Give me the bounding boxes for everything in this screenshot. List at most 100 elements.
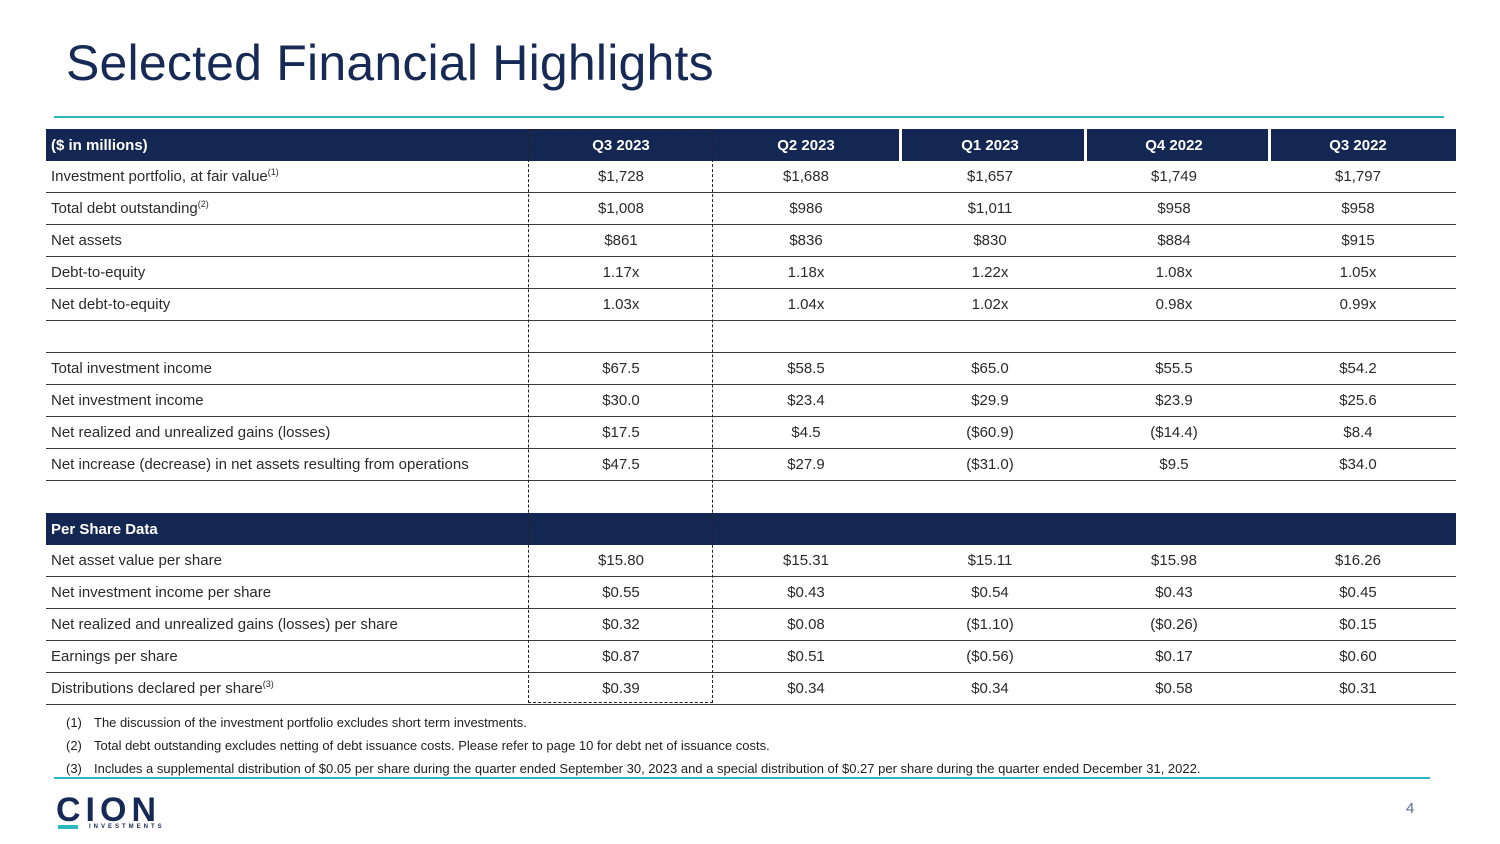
value-cell: ($0.56) bbox=[966, 648, 1014, 665]
row-label-text: Net realized and unrealized gains (losse… bbox=[51, 616, 398, 633]
value-cell: $1,749 bbox=[1151, 168, 1197, 185]
value-cell: $8.4 bbox=[1343, 424, 1373, 441]
value-cell: $23.4 bbox=[787, 392, 825, 409]
footnote-ref: (1) bbox=[267, 167, 279, 177]
row-label: Net asset value per share bbox=[46, 552, 528, 569]
row-label: Total debt outstanding(2) bbox=[46, 200, 528, 218]
value-cell: ($0.26) bbox=[1150, 616, 1198, 633]
value-cell: $0.39 bbox=[602, 680, 640, 697]
footnote-ref: (3) bbox=[262, 679, 274, 689]
value-cell: $1,011 bbox=[967, 200, 1013, 217]
value-cell: $958 bbox=[1341, 200, 1375, 217]
table-row: Net debt-to-equity 1.03x 1.04x 1.02x 0.98x 0.… bbox=[46, 289, 1456, 321]
value-cell: $0.34 bbox=[971, 680, 1009, 697]
per-share-section-header: Per Share Data bbox=[46, 513, 1456, 545]
value-cell: $54.2 bbox=[1339, 360, 1377, 377]
value-cell: $861 bbox=[604, 232, 638, 249]
value-cell: $34.0 bbox=[1339, 456, 1377, 473]
row-label: Earnings per share bbox=[46, 648, 528, 665]
value-cell: ($60.9) bbox=[966, 424, 1014, 441]
financial-highlights-table: ($ in millions) Q3 2023 Q2 2023 Q1 2023 … bbox=[46, 129, 1456, 705]
table-row: Net realized and unrealized gains (losse… bbox=[46, 609, 1456, 641]
row-label: Net debt-to-equity bbox=[46, 296, 528, 313]
value-cell: $0.17 bbox=[1155, 648, 1193, 665]
highlight-box-bottom bbox=[528, 702, 713, 703]
value-cell: 1.03x bbox=[602, 296, 640, 313]
row-label-text: Debt-to-equity bbox=[51, 264, 146, 281]
footnote: (2) Total debt outstanding excludes netti… bbox=[66, 734, 1200, 757]
value-cell: 1.18x bbox=[787, 264, 825, 281]
section-label: Per Share Data bbox=[51, 520, 158, 538]
row-label-text: Net realized and unrealized gains (losse… bbox=[51, 424, 331, 441]
value-cell: 1.17x bbox=[602, 264, 640, 281]
header-separator bbox=[899, 129, 902, 161]
row-label-text: Net investment income bbox=[51, 392, 204, 409]
header-separator bbox=[1268, 129, 1271, 161]
row-label-text: Distributions declared per share bbox=[51, 680, 263, 697]
header-col-q3-2022: Q3 2022 bbox=[1329, 136, 1387, 154]
value-cell: ($1.10) bbox=[966, 616, 1014, 633]
value-cell: $15.11 bbox=[967, 552, 1013, 569]
value-cell: $1,008 bbox=[598, 200, 644, 217]
table-row: Debt-to-equity 1.17x 1.18x 1.22x 1.08x 1.05x bbox=[46, 257, 1456, 289]
header-col-q2-2023: Q2 2023 bbox=[777, 136, 835, 154]
value-cell: ($31.0) bbox=[966, 456, 1014, 473]
footnote-text: Includes a supplemental distribution of … bbox=[94, 761, 1201, 776]
header-col-q4-2022: Q4 2022 bbox=[1145, 136, 1203, 154]
value-cell: $0.32 bbox=[602, 616, 640, 633]
value-cell: $15.98 bbox=[1151, 552, 1197, 569]
highlight-box-top bbox=[528, 129, 713, 130]
value-cell: $16.26 bbox=[1335, 552, 1381, 569]
value-cell: $1,688 bbox=[783, 168, 829, 185]
value-cell: $0.55 bbox=[602, 584, 640, 601]
row-label-text: Net investment income per share bbox=[51, 584, 272, 601]
table-row: Distributions declared per share(3) $0.39… bbox=[46, 673, 1456, 705]
table-row: Investment portfolio, at fair value(1) $1… bbox=[46, 161, 1456, 193]
header-col-q3-2023: Q3 2023 bbox=[592, 136, 650, 154]
row-label-text: Total investment income bbox=[51, 360, 212, 377]
header-col-q1-2023: Q1 2023 bbox=[961, 136, 1019, 154]
value-cell: $47.5 bbox=[602, 456, 640, 473]
value-cell: 1.22x bbox=[971, 264, 1009, 281]
value-cell: $23.9 bbox=[1155, 392, 1193, 409]
row-label-text: Investment portfolio, at fair value bbox=[51, 168, 268, 185]
row-label-text: Total debt outstanding bbox=[51, 200, 198, 217]
table-row: Net increase (decrease) in net assets re… bbox=[46, 449, 1456, 481]
row-label: Net assets bbox=[46, 232, 528, 249]
value-cell: $0.60 bbox=[1339, 648, 1377, 665]
table-row: Total debt outstanding(2) $1,008 $986 $1,01… bbox=[46, 193, 1456, 225]
value-cell: $0.31 bbox=[1339, 680, 1377, 697]
value-cell: $884 bbox=[1157, 232, 1191, 249]
value-cell: 1.08x bbox=[1155, 264, 1193, 281]
row-label: Debt-to-equity bbox=[46, 264, 528, 281]
value-cell: ($14.4) bbox=[1150, 424, 1198, 441]
value-cell: $4.5 bbox=[791, 424, 821, 441]
table-row: Net assets $861 $836 $830 $884 $915 bbox=[46, 225, 1456, 257]
title-divider bbox=[54, 116, 1444, 118]
footnote-number: (1) bbox=[66, 715, 82, 730]
table-row: Net investment income per share $0.55 $0.4… bbox=[46, 577, 1456, 609]
footnote-text: Total debt outstanding excludes netting … bbox=[94, 738, 770, 753]
row-label: Net investment income bbox=[46, 392, 528, 409]
row-label: Distributions declared per share(3) bbox=[46, 679, 528, 698]
value-cell: $29.9 bbox=[971, 392, 1009, 409]
row-label-text: Net increase (decrease) in net assets re… bbox=[51, 456, 469, 473]
value-cell: $958 bbox=[1157, 200, 1191, 217]
row-label-text: Net assets bbox=[51, 232, 122, 249]
logo-wordmark: CION bbox=[56, 791, 161, 829]
footnotes: (1) The discussion of the investment port… bbox=[66, 711, 1200, 780]
value-cell: $65.0 bbox=[971, 360, 1009, 377]
value-cell: $0.51 bbox=[787, 648, 825, 665]
value-cell: $1,728 bbox=[598, 168, 644, 185]
row-label: Net realized and unrealized gains (losse… bbox=[46, 424, 528, 441]
value-cell: $0.15 bbox=[1339, 616, 1377, 633]
footnote: (3) Includes a supplemental distribution … bbox=[66, 757, 1200, 780]
value-cell: 0.99x bbox=[1339, 296, 1377, 313]
footer-divider bbox=[54, 777, 1430, 779]
value-cell: $1,797 bbox=[1335, 168, 1381, 185]
row-label: Net increase (decrease) in net assets re… bbox=[46, 456, 528, 473]
value-cell: $836 bbox=[789, 232, 823, 249]
blank-row bbox=[46, 321, 1456, 353]
row-label: Net realized and unrealized gains (losse… bbox=[46, 616, 528, 633]
highlight-box-right bbox=[712, 129, 713, 703]
